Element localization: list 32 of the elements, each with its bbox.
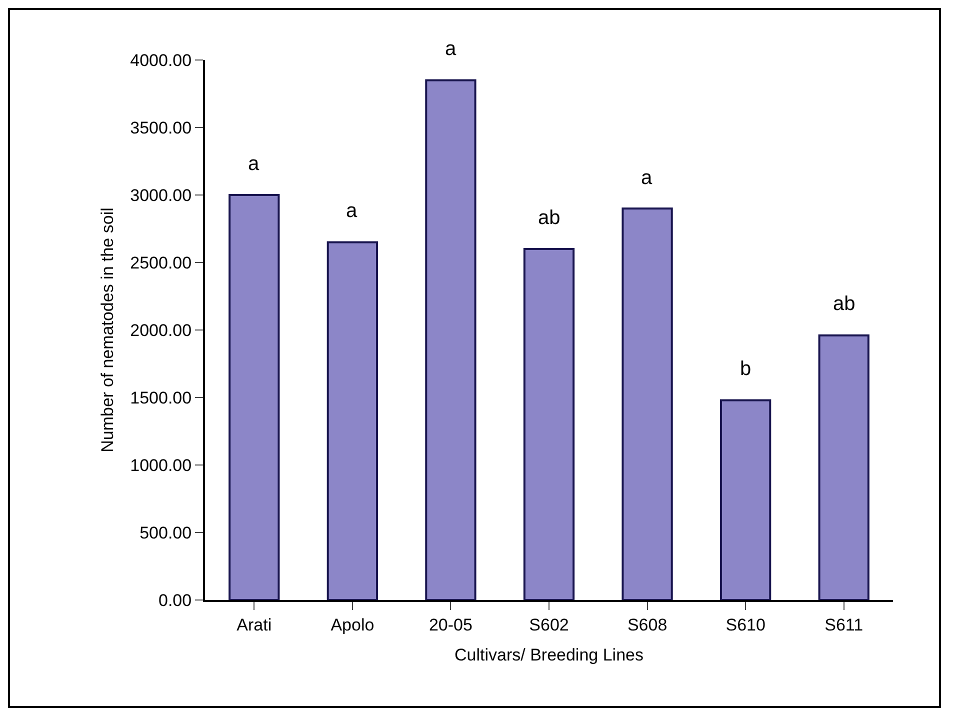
y-tick-label: 3000.00 (130, 186, 192, 205)
y-tick-label: 500.00 (140, 523, 192, 542)
annotation: a (346, 200, 358, 222)
x-tick-label: Apolo (330, 615, 374, 634)
bar (228, 194, 280, 600)
bar (818, 334, 870, 600)
y-axis-title: Number of nematodes in the soil (98, 208, 118, 452)
annotation: b (740, 358, 752, 380)
bar (720, 399, 772, 600)
bar (523, 248, 575, 600)
y-tick-label: 0.00 (158, 590, 192, 610)
annotation: ab (833, 293, 856, 315)
x-tick-label: S602 (529, 615, 569, 634)
annotation: a (248, 153, 260, 175)
y-tick-label: 1500.00 (130, 388, 192, 408)
x-tick-label: S610 (726, 615, 766, 634)
annotation: ab (538, 207, 560, 229)
bar (622, 208, 673, 600)
x-tick-label: Arati (236, 615, 272, 634)
annotation: a (445, 38, 457, 60)
x-tick-label: S611 (824, 615, 864, 634)
y-tick-label: 1000.00 (130, 456, 192, 475)
x-tick-label: 20-05 (428, 615, 472, 634)
y-tick-label: 4000.00 (130, 50, 192, 70)
annotation: a (641, 167, 653, 189)
y-tick-label: 2500.00 (130, 253, 192, 272)
x-tick-label: S608 (627, 615, 668, 634)
y-tick-label: 3500.00 (130, 118, 192, 138)
x-axis-title: Cultivars/ Breeding Lines (454, 645, 644, 664)
bar (425, 79, 476, 600)
bar (326, 241, 378, 600)
y-tick-label: 2000.00 (130, 320, 192, 340)
